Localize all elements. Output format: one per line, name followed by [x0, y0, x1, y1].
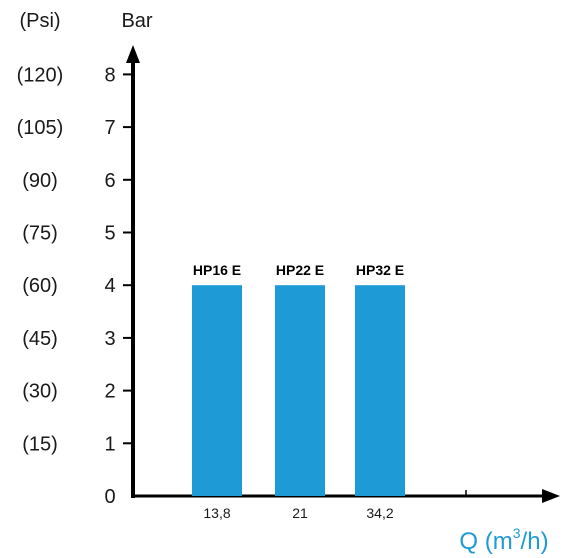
psi-tick-label: (30) [22, 381, 58, 403]
y-tick-label: 8 [104, 64, 115, 86]
axes [123, 45, 560, 503]
x-tick-label: 34,2 [366, 505, 393, 521]
x-axis-label-sup: 3 [513, 525, 521, 541]
bar [192, 285, 242, 496]
psi-tick-label: (75) [22, 223, 58, 245]
y-secondary-unit: (Psi) [19, 10, 60, 32]
y-tick-label: 0 [104, 486, 115, 508]
bar [355, 285, 405, 496]
bar-label: HP22 E [276, 262, 324, 278]
psi-tick-label: (90) [22, 170, 58, 192]
bars [192, 285, 405, 496]
psi-tick-label: (105) [17, 117, 64, 139]
x-tick-label: 13,8 [203, 505, 230, 521]
bar [275, 285, 325, 496]
y-tick-label: 2 [104, 381, 115, 403]
x-axis-label-suffix: /h) [521, 528, 549, 555]
bar-label: HP16 E [193, 262, 241, 278]
labels: 0 1 2 3 4 5 6 7 8 (15) (30) (45) (60) (75) (90) (105) (1… [17, 64, 404, 521]
y-tick-label: 5 [104, 223, 115, 245]
y-tick-label: 6 [104, 170, 115, 192]
x-axis-label-prefix: Q (m [459, 528, 512, 555]
x-axis-label: Q (m3/h) [459, 525, 548, 555]
x-tick-label: 21 [292, 505, 308, 521]
x-axis-arrow [542, 489, 560, 503]
psi-tick-label: (60) [22, 275, 58, 297]
y-axis-arrow [126, 45, 140, 63]
y-unit: Bar [121, 10, 152, 32]
psi-tick-label: (15) [22, 433, 58, 455]
y-tick-label: 7 [104, 117, 115, 139]
y-tick-label: 3 [104, 328, 115, 350]
psi-tick-label: (45) [22, 328, 58, 350]
bar-label: HP32 E [356, 262, 404, 278]
y-tick-label: 1 [104, 433, 115, 455]
psi-tick-label: (120) [17, 64, 64, 86]
y-tick-label: 4 [104, 275, 115, 297]
